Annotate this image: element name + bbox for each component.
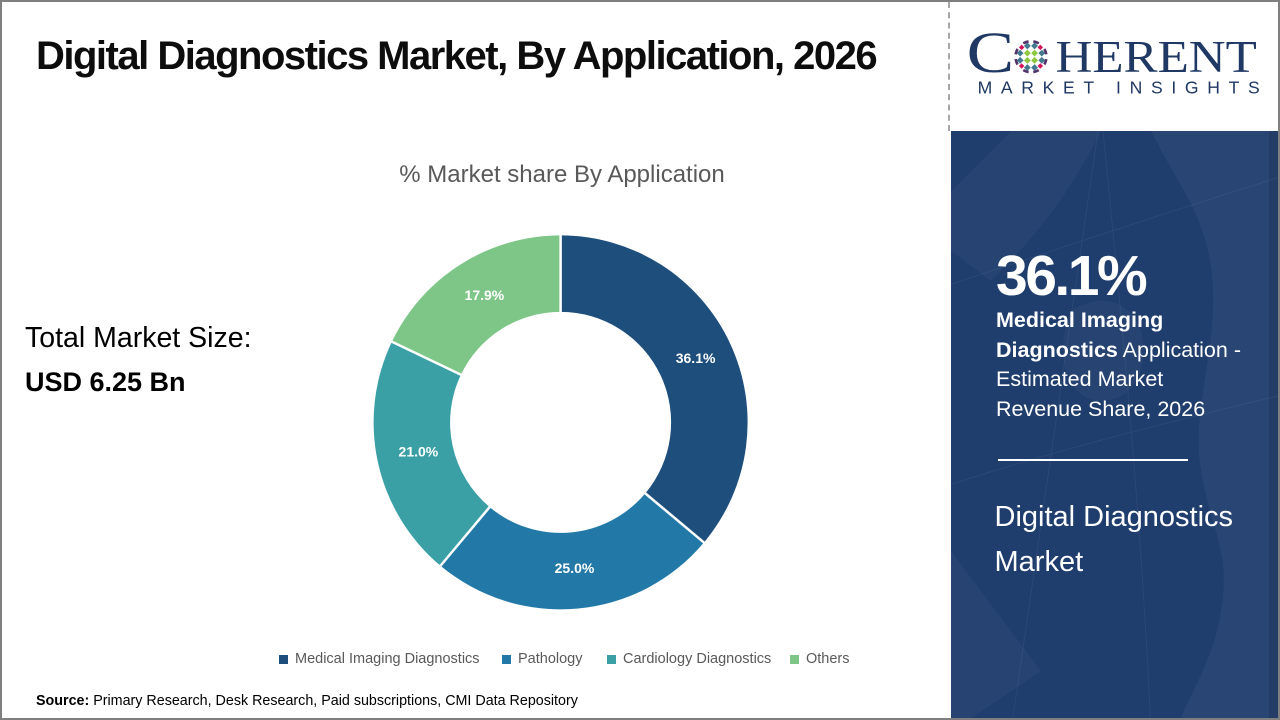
- svg-text:17.9%: 17.9%: [465, 287, 505, 303]
- svg-text:MARKET INSIGHTS: MARKET INSIGHTS: [978, 78, 1260, 98]
- svg-text:36.1%: 36.1%: [676, 350, 716, 366]
- svg-text:21.0%: 21.0%: [399, 443, 439, 459]
- svg-text:25.0%: 25.0%: [555, 560, 595, 576]
- svg-text:C: C: [967, 27, 1015, 85]
- svg-text:HERENT: HERENT: [1055, 32, 1256, 82]
